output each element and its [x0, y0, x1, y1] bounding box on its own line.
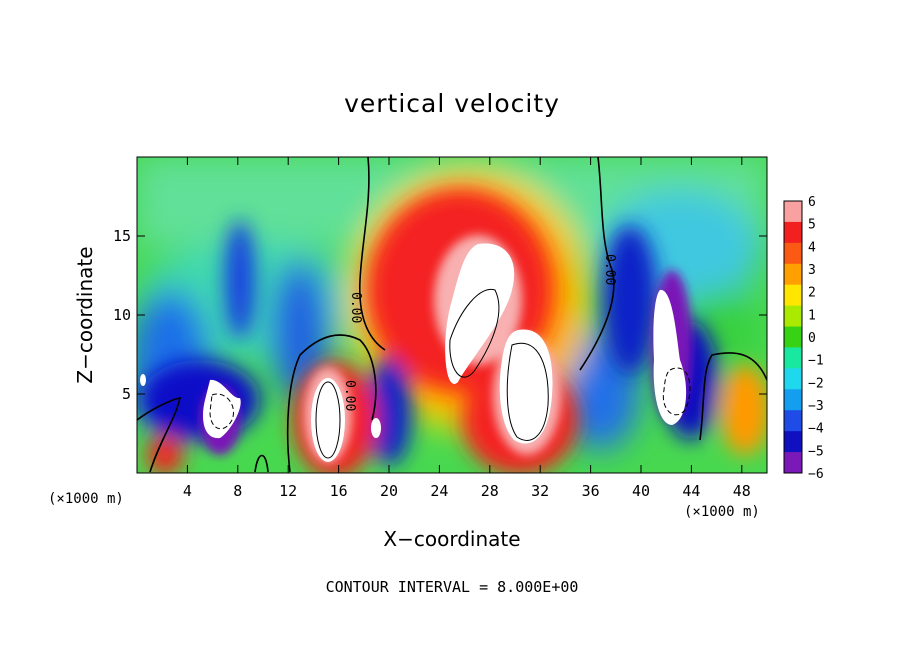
colorbar-swatch: [784, 242, 802, 265]
x-tick-label: 4: [183, 482, 192, 500]
colorbar-swatch: [784, 347, 802, 369]
y-axis-label: Z−coordinate: [73, 246, 97, 383]
colorbar-label: 0: [808, 331, 816, 346]
x-tick-label: 24: [430, 482, 448, 500]
y-tick-label: 10: [113, 306, 131, 324]
colorbar-label: 1: [808, 308, 816, 323]
x-tick-label: 32: [531, 482, 549, 500]
colorbar-label: 4: [808, 240, 816, 255]
colorbar-frame: [783, 200, 803, 474]
colorbar: 6 5 4 3 2 1 0 −1 −2 −3 −4 −5 −6: [783, 195, 824, 482]
contour-label: 0.00: [348, 292, 363, 323]
colorbar-label: −5: [808, 444, 824, 459]
colorbar-label: 6: [808, 195, 816, 210]
colorbar-swatch: [784, 368, 802, 390]
colorbar-swatch: [784, 410, 802, 432]
x-tick-label: 12: [279, 482, 297, 500]
y-axis-ticks: 5 10 15: [113, 227, 767, 403]
chart-title: vertical velocity: [344, 89, 560, 118]
colorbar-label: 2: [808, 286, 816, 301]
x-tick-label: 40: [632, 482, 650, 500]
x-tick-label: 36: [582, 482, 600, 500]
x-tick-label: 8: [233, 482, 242, 500]
colorbar-label: −4: [808, 422, 824, 437]
colorbar-label: −3: [808, 399, 824, 414]
colorbar-swatch: [784, 221, 802, 244]
y-tick-label: 5: [122, 385, 131, 403]
colorbar-swatch: [784, 452, 802, 474]
contour-label: 0.00: [342, 380, 357, 411]
y-tick-label: 15: [113, 227, 131, 245]
colorbar-label: −1: [808, 354, 824, 369]
colorbar-label: 5: [808, 218, 816, 233]
colorbar-swatch: [784, 284, 802, 307]
x-tick-label: 28: [481, 482, 499, 500]
colorbar-label: −6: [808, 467, 824, 482]
x-unit-right: (×1000 m): [684, 504, 760, 520]
x-axis-ticks: 4 8 12 16 20 24 28 32 36 40 44 48: [183, 157, 751, 500]
colorbar-label: −2: [808, 376, 824, 391]
velocity-field: 0.00 0.00 0.00: [137, 157, 767, 473]
x-tick-label: 20: [380, 482, 398, 500]
x-axis-label: X−coordinate: [383, 527, 520, 551]
x-tick-label: 48: [733, 482, 751, 500]
colorbar-swatch: [784, 201, 802, 223]
colorbar-swatch: [784, 305, 802, 328]
contour-interval-note: CONTOUR INTERVAL = 8.000E+00: [326, 578, 579, 596]
x-unit-left: (×1000 m): [48, 491, 124, 507]
contour-label: 0.00: [602, 254, 617, 285]
colorbar-swatch: [784, 389, 802, 411]
colorbar-swatch: [784, 326, 802, 348]
x-tick-label: 16: [330, 482, 348, 500]
x-tick-label: 44: [682, 482, 700, 500]
colorbar-swatch: [784, 263, 802, 286]
colorbar-swatch: [784, 431, 802, 453]
colorbar-label: 3: [808, 263, 816, 278]
